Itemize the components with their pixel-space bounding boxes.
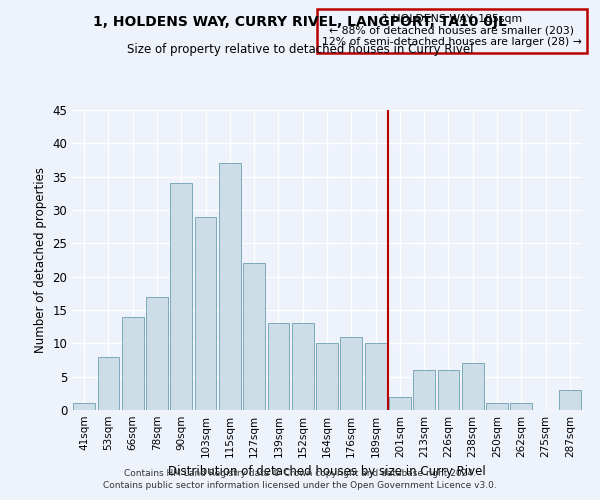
Bar bbox=[73, 404, 95, 410]
Bar bbox=[559, 390, 581, 410]
Bar bbox=[365, 344, 386, 410]
Text: Contains public sector information licensed under the Open Government Licence v3: Contains public sector information licen… bbox=[103, 481, 497, 490]
Bar bbox=[292, 324, 314, 410]
X-axis label: Distribution of detached houses by size in Curry Rivel: Distribution of detached houses by size … bbox=[168, 466, 486, 478]
Bar bbox=[389, 396, 411, 410]
Bar bbox=[194, 216, 217, 410]
Bar bbox=[268, 324, 289, 410]
Text: 1 HOLDENS WAY: 185sqm
← 88% of detached houses are smaller (203)
12% of semi-det: 1 HOLDENS WAY: 185sqm ← 88% of detached … bbox=[322, 14, 582, 47]
Text: 1, HOLDENS WAY, CURRY RIVEL, LANGPORT, TA10 0JL: 1, HOLDENS WAY, CURRY RIVEL, LANGPORT, T… bbox=[93, 15, 507, 29]
Bar bbox=[122, 316, 143, 410]
Bar bbox=[413, 370, 435, 410]
Y-axis label: Number of detached properties: Number of detached properties bbox=[34, 167, 47, 353]
Bar bbox=[219, 164, 241, 410]
Text: Size of property relative to detached houses in Curry Rivel: Size of property relative to detached ho… bbox=[127, 42, 473, 56]
Bar bbox=[340, 336, 362, 410]
Bar bbox=[437, 370, 460, 410]
Text: Contains HM Land Registry data © Crown copyright and database right 2024.: Contains HM Land Registry data © Crown c… bbox=[124, 468, 476, 477]
Bar bbox=[243, 264, 265, 410]
Bar bbox=[316, 344, 338, 410]
Bar bbox=[511, 404, 532, 410]
Bar bbox=[146, 296, 168, 410]
Bar bbox=[486, 404, 508, 410]
Bar bbox=[170, 184, 192, 410]
Bar bbox=[97, 356, 119, 410]
Bar bbox=[462, 364, 484, 410]
